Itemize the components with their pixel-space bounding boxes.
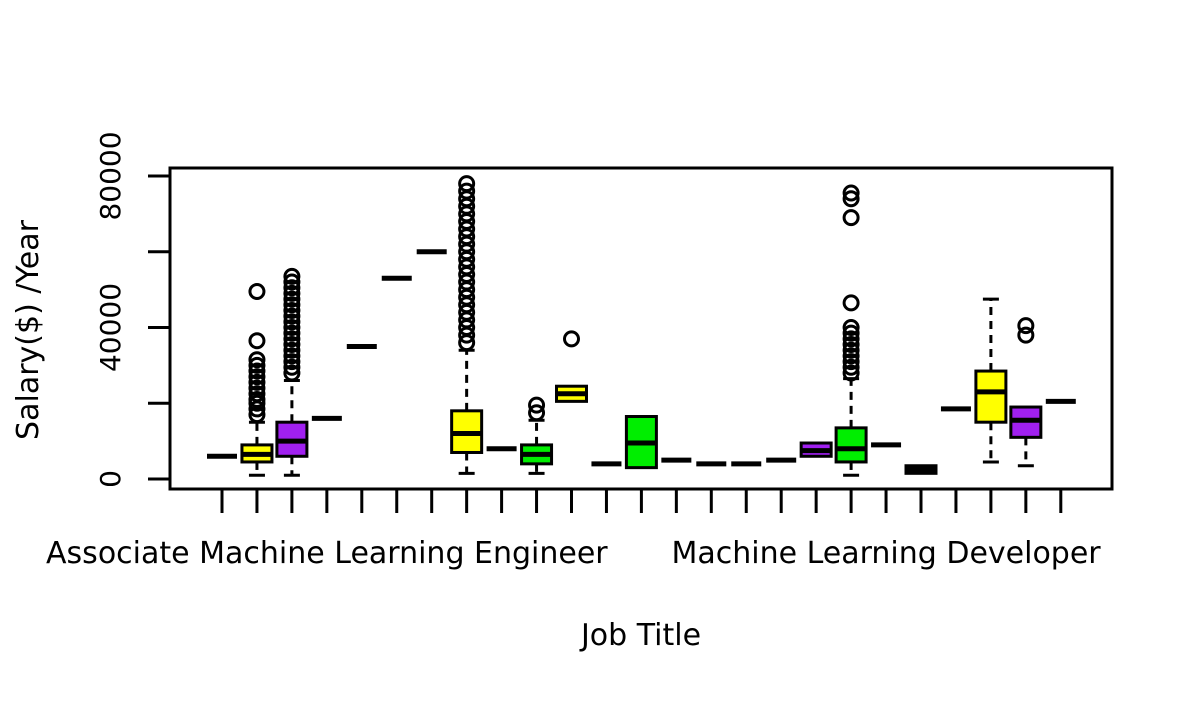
outlier-point: [842, 341, 860, 359]
box-22: [974, 297, 1008, 464]
box-10: [555, 330, 588, 403]
outlier-point: [528, 396, 546, 414]
outlier-point: [248, 368, 266, 386]
outlier-point: [458, 182, 476, 200]
outlier-point: [283, 313, 301, 331]
outlier-point: [283, 267, 301, 285]
box-2: [275, 267, 309, 477]
outlier-point: [842, 319, 860, 336]
outlier-point: [563, 330, 580, 348]
outlier-point: [248, 356, 266, 374]
outlier-point: [248, 385, 266, 403]
outlier-point: [248, 351, 266, 369]
box-23: [1009, 317, 1043, 468]
box-1: [240, 283, 274, 477]
outlier-point: [248, 373, 266, 391]
outlier-point: [248, 379, 266, 397]
outlier-point: [283, 296, 301, 314]
outlier-point: [842, 294, 860, 312]
outlier-point: [283, 284, 301, 302]
outlier-point: [842, 330, 860, 348]
outlier-point: [842, 358, 860, 376]
box-17: [799, 441, 833, 458]
outlier-point: [283, 347, 301, 365]
outlier-point: [283, 307, 301, 325]
outlier-point: [283, 330, 301, 348]
box-20: [904, 464, 938, 475]
outlier-point: [458, 175, 476, 193]
outlier-point: [283, 353, 301, 371]
x-category-label: Associate Machine Learning Engineer: [46, 536, 608, 571]
outlier-point: [248, 332, 266, 350]
outlier-point: [842, 364, 860, 382]
box-7: [450, 175, 484, 475]
outlier-point: [283, 301, 301, 319]
outlier-point: [283, 279, 301, 297]
x-axis: Associate Machine Learning Engineer Machi…: [46, 489, 1101, 571]
outlier-point: [283, 358, 301, 376]
y-axis: 0 40000 80000: [94, 131, 170, 488]
y-tick-label: 80000: [94, 131, 127, 220]
outlier-point: [283, 336, 301, 354]
boxes: [207, 175, 1076, 477]
outlier-point: [842, 209, 860, 227]
y-axis-label: Salary($) /Year: [11, 219, 46, 440]
outlier-point: [248, 362, 266, 380]
outlier-point: [842, 190, 860, 208]
outlier-point: [1017, 326, 1035, 344]
outlier-point: [842, 347, 860, 365]
outlier-point: [528, 404, 546, 422]
y-tick-label: 40000: [94, 283, 127, 372]
x-category-label: Machine Learning Developer: [671, 536, 1101, 571]
outlier-point: [283, 324, 301, 342]
outlier-point: [248, 283, 266, 301]
outlier-point: [842, 324, 860, 342]
box-body: [834, 426, 868, 464]
outlier-point: [283, 364, 301, 382]
outlier-point: [1017, 317, 1035, 335]
box-12: [624, 415, 658, 470]
outlier-point: [842, 336, 860, 354]
box-9: [520, 396, 554, 475]
outlier-point: [283, 273, 301, 291]
box-body: [974, 369, 1008, 424]
outlier-point: [842, 184, 860, 202]
outlier-point: [248, 390, 266, 408]
outlier-point: [283, 290, 301, 308]
box-18: [834, 184, 868, 477]
outlier-point: [283, 341, 301, 359]
outlier-point: [842, 353, 860, 371]
y-tick-label: 0: [94, 470, 127, 488]
outlier-point: [283, 319, 301, 336]
x-axis-label: Job Title: [579, 618, 701, 653]
